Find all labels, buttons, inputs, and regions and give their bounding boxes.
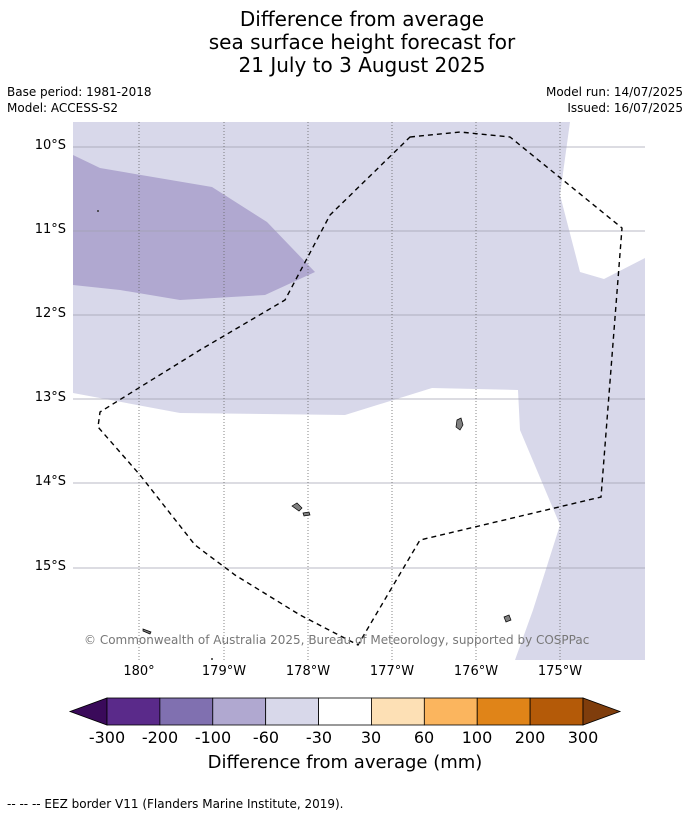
colorbar-cell [529, 697, 584, 726]
lon-label-177w: 177°W [369, 664, 415, 679]
lon-label-178w: 178°W [285, 664, 331, 679]
mid-anomaly-region [73, 155, 315, 300]
lat-label-15s: 15°S [34, 559, 66, 574]
lat-label-14s: 14°S [34, 474, 66, 489]
colorbar-tick-label: 30 [360, 728, 382, 747]
colorbar [68, 697, 622, 726]
title-line-3: 21 July to 3 August 2025 [238, 53, 486, 77]
copyright-notice: © Commonwealth of Australia 2025, Bureau… [84, 633, 590, 647]
island-south-east [503, 614, 512, 623]
island-south-west [142, 628, 152, 635]
meta-left: Base period: 1981-2018 Model: ACCESS-S2 [7, 84, 152, 116]
colorbar-tick-label: 200 [514, 728, 546, 747]
title-line-1: Difference from average [239, 7, 485, 31]
island-dot-south [211, 658, 213, 660]
colorbar-tick-label: 60 [413, 728, 435, 747]
colorbar-cell [159, 697, 214, 726]
colorbar-title: Difference from average (mm) [207, 752, 483, 773]
island-central [291, 502, 303, 512]
lat-label-12s: 12°S [34, 306, 66, 321]
colorbar-tick-label: 300 [567, 728, 599, 747]
lon-label-176w: 176°W [453, 664, 499, 679]
lon-label-175w: 175°W [537, 664, 583, 679]
colorbar-cell [106, 697, 161, 726]
lat-label-11s: 11°S [34, 222, 66, 237]
colorbar-tick-label: -200 [141, 728, 179, 747]
colorbar-tick-label: 100 [461, 728, 493, 747]
island-east [455, 417, 464, 431]
lat-gridlines [73, 146, 645, 569]
lat-label-10s: 10°S [34, 138, 66, 153]
chart-title: Difference from average sea surface heig… [0, 8, 690, 77]
colorbar-tick-label: -100 [194, 728, 232, 747]
issued-date: Issued: 16/07/2025 [567, 101, 683, 115]
colorbar-cell [371, 697, 425, 726]
colorbar-tick-label: -30 [305, 728, 333, 747]
island-central-small [302, 511, 311, 517]
lon-label-179w: 179°W [201, 664, 247, 679]
meta-right: Model run: 14/07/2025 Issued: 16/07/2025 [546, 84, 683, 116]
eez-border [97, 131, 623, 646]
title-line-2: sea surface height forecast for [208, 30, 516, 54]
colorbar-cell [423, 697, 478, 726]
colorbar-cell [318, 697, 372, 726]
eez-footnote: -- -- -- EEZ border V11 (Flanders Marine… [7, 797, 344, 811]
colorbar-over-arrow [582, 697, 622, 726]
lon-label-180: 180° [123, 664, 155, 679]
colorbar-under-arrow [68, 697, 108, 726]
colorbar-cell [265, 697, 319, 726]
model-name: Model: ACCESS-S2 [7, 101, 119, 115]
island-dot [97, 210, 99, 212]
colorbar-cell [476, 697, 531, 726]
colorbar-tick-label: -300 [88, 728, 126, 747]
colorbar-cell [212, 697, 267, 726]
lat-label-13s: 13°S [34, 390, 66, 405]
map-plot-area [73, 122, 645, 660]
colorbar-cells [106, 697, 584, 726]
model-run: Model run: 14/07/2025 [545, 85, 683, 99]
base-period: Base period: 1981-2018 [7, 85, 152, 99]
colorbar-tick-label: -60 [252, 728, 280, 747]
